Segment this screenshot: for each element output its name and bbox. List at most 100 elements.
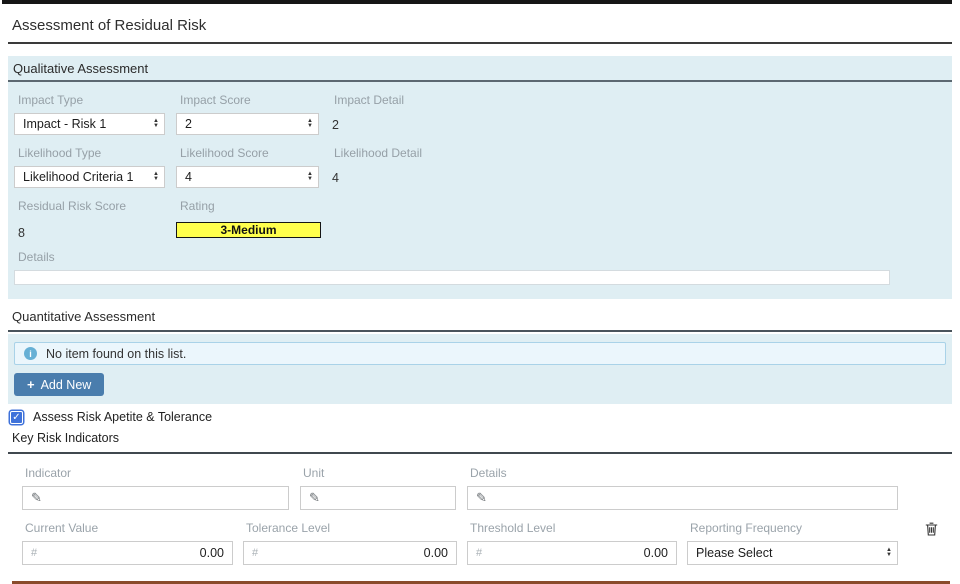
- qualitative-assessment-panel: Qualitative Assessment Impact Type Impac…: [8, 56, 952, 299]
- reporting-frequency-value: Please Select: [696, 546, 773, 560]
- chevron-up-icon: ▲: [153, 171, 159, 177]
- unit-field: Unit ✎: [300, 466, 456, 510]
- impact-score-label: Impact Score: [180, 93, 251, 107]
- chevron-updown-icon: ▲ ▼: [307, 118, 313, 129]
- plus-icon: +: [27, 377, 35, 392]
- add-new-button[interactable]: + Add New: [14, 373, 105, 396]
- unit-input[interactable]: ✎: [300, 486, 456, 510]
- residual-risk-score-value: 8: [18, 226, 25, 240]
- impact-detail-label: Impact Detail: [334, 93, 405, 107]
- pencil-icon: ✎: [476, 490, 487, 505]
- pencil-icon: ✎: [31, 490, 42, 505]
- chevron-up-icon: ▲: [307, 171, 313, 177]
- indicator-input[interactable]: ✎: [22, 486, 289, 510]
- appetite-checkbox[interactable]: ✓: [10, 410, 23, 424]
- likelihood-type-field: Likelihood Type Likelihood Criteria 1 ▲ ▼: [14, 146, 165, 188]
- reporting-frequency-select[interactable]: Please Select ▲ ▼: [687, 541, 898, 565]
- appetite-checkbox-label: Assess Risk Apetite & Tolerance: [33, 410, 213, 424]
- empty-cell: [330, 199, 946, 240]
- likelihood-type-select[interactable]: Likelihood Criteria 1 ▲ ▼: [14, 166, 165, 188]
- impact-score-field: Impact Score 2 ▲ ▼: [176, 93, 319, 135]
- kri-details-label: Details: [470, 466, 507, 480]
- current-value-amount: 0.00: [199, 546, 224, 560]
- likelihood-score-label: Likelihood Score: [180, 146, 269, 160]
- chevron-down-icon: ▼: [307, 123, 313, 129]
- likelihood-detail-field: Likelihood Detail 4: [330, 146, 946, 188]
- impact-score-value: 2: [185, 117, 192, 131]
- residual-risk-score-label: Residual Risk Score: [18, 199, 127, 213]
- likelihood-score-value: 4: [185, 170, 192, 184]
- quantitative-assessment-panel: i No item found on this list. + Add New: [8, 334, 952, 404]
- delete-kri-button[interactable]: [925, 521, 938, 541]
- info-icon: i: [24, 347, 37, 360]
- chevron-down-icon: ▼: [886, 552, 892, 558]
- unit-label: Unit: [303, 466, 325, 480]
- details-label: Details: [18, 250, 55, 264]
- reporting-frequency-label: Reporting Frequency: [690, 521, 803, 535]
- kri-row-2: Current Value # 0.00 Tolerance Level # 0…: [22, 521, 952, 565]
- likelihood-detail-label: Likelihood Detail: [334, 146, 423, 160]
- number-placeholder: #: [31, 547, 38, 559]
- chevron-up-icon: ▲: [886, 547, 892, 553]
- likelihood-detail-value: 4: [332, 171, 339, 185]
- chevron-up-icon: ▲: [307, 118, 313, 124]
- tolerance-level-input[interactable]: # 0.00: [243, 541, 457, 565]
- kri-header: Key Risk Indicators: [8, 429, 952, 454]
- threshold-level-field: Threshold Level # 0.00: [467, 521, 677, 565]
- likelihood-type-value: Likelihood Criteria 1: [23, 170, 134, 184]
- trash-icon: [925, 522, 938, 536]
- details-textarea[interactable]: [14, 270, 890, 285]
- appetite-checkbox-row: ✓ Assess Risk Apetite & Tolerance: [10, 410, 960, 424]
- threshold-level-input[interactable]: # 0.00: [467, 541, 677, 565]
- quantitative-assessment-header: Quantitative Assessment: [8, 309, 952, 332]
- chevron-up-icon: ▲: [153, 118, 159, 124]
- tolerance-level-amount: 0.00: [423, 546, 448, 560]
- chevron-updown-icon: ▲ ▼: [307, 171, 313, 182]
- likelihood-row: Likelihood Type Likelihood Criteria 1 ▲ ▼…: [14, 146, 946, 188]
- reporting-frequency-field: Reporting Frequency Please Select ▲ ▼: [687, 521, 898, 565]
- residual-risk-score-field: Residual Risk Score 8: [14, 199, 165, 240]
- qualitative-assessment-header: Qualitative Assessment: [8, 56, 952, 82]
- impact-score-select[interactable]: 2 ▲ ▼: [176, 113, 319, 135]
- kri-section: Indicator ✎ Unit ✎ Details ✎ Current Val…: [0, 466, 960, 565]
- chevron-down-icon: ▼: [307, 176, 313, 182]
- tolerance-level-field: Tolerance Level # 0.00: [243, 521, 457, 565]
- likelihood-score-field: Likelihood Score 4 ▲ ▼: [176, 146, 319, 188]
- impact-detail-field: Impact Detail 2: [330, 93, 946, 135]
- current-value-input[interactable]: # 0.00: [22, 541, 233, 565]
- page-title: Assessment of Residual Risk: [12, 17, 207, 34]
- kri-details-input[interactable]: ✎: [467, 486, 898, 510]
- indicator-label: Indicator: [25, 466, 72, 480]
- number-placeholder: #: [252, 547, 259, 559]
- qualitative-form: Impact Type Impact - Risk 1 ▲ ▼ Impact Sc…: [8, 93, 952, 299]
- check-icon: ✓: [12, 411, 21, 423]
- indicator-field: Indicator ✎: [22, 466, 289, 510]
- chevron-down-icon: ▼: [153, 123, 159, 129]
- current-value-label: Current Value: [25, 521, 99, 535]
- likelihood-type-label: Likelihood Type: [18, 146, 102, 160]
- top-border: [2, 0, 952, 4]
- score-rating-row: Residual Risk Score 8 Rating 3-Medium: [14, 199, 946, 240]
- chevron-updown-icon: ▲ ▼: [153, 118, 159, 129]
- kri-row-1: Indicator ✎ Unit ✎ Details ✎: [22, 466, 952, 510]
- title-divider: [8, 42, 952, 44]
- likelihood-score-select[interactable]: 4 ▲ ▼: [176, 166, 319, 188]
- rating-field: Rating 3-Medium: [176, 199, 321, 240]
- impact-row: Impact Type Impact - Risk 1 ▲ ▼ Impact Sc…: [14, 93, 946, 135]
- empty-list-alert: i No item found on this list.: [14, 342, 946, 365]
- rating-badge: 3-Medium: [176, 222, 321, 238]
- impact-type-field: Impact Type Impact - Risk 1 ▲ ▼: [14, 93, 165, 135]
- chevron-updown-icon: ▲ ▼: [886, 547, 892, 558]
- chevron-updown-icon: ▲ ▼: [153, 171, 159, 182]
- add-new-label: Add New: [40, 377, 92, 392]
- pencil-icon: ✎: [309, 490, 320, 505]
- details-field: Details: [14, 250, 946, 285]
- impact-type-label: Impact Type: [18, 93, 84, 107]
- number-placeholder: #: [476, 547, 483, 559]
- rating-label: Rating: [180, 199, 215, 213]
- current-value-field: Current Value # 0.00: [22, 521, 233, 565]
- impact-type-select[interactable]: Impact - Risk 1 ▲ ▼: [14, 113, 165, 135]
- impact-detail-value: 2: [332, 118, 339, 132]
- empty-list-message: No item found on this list.: [46, 346, 187, 361]
- impact-type-value: Impact - Risk 1: [23, 117, 107, 131]
